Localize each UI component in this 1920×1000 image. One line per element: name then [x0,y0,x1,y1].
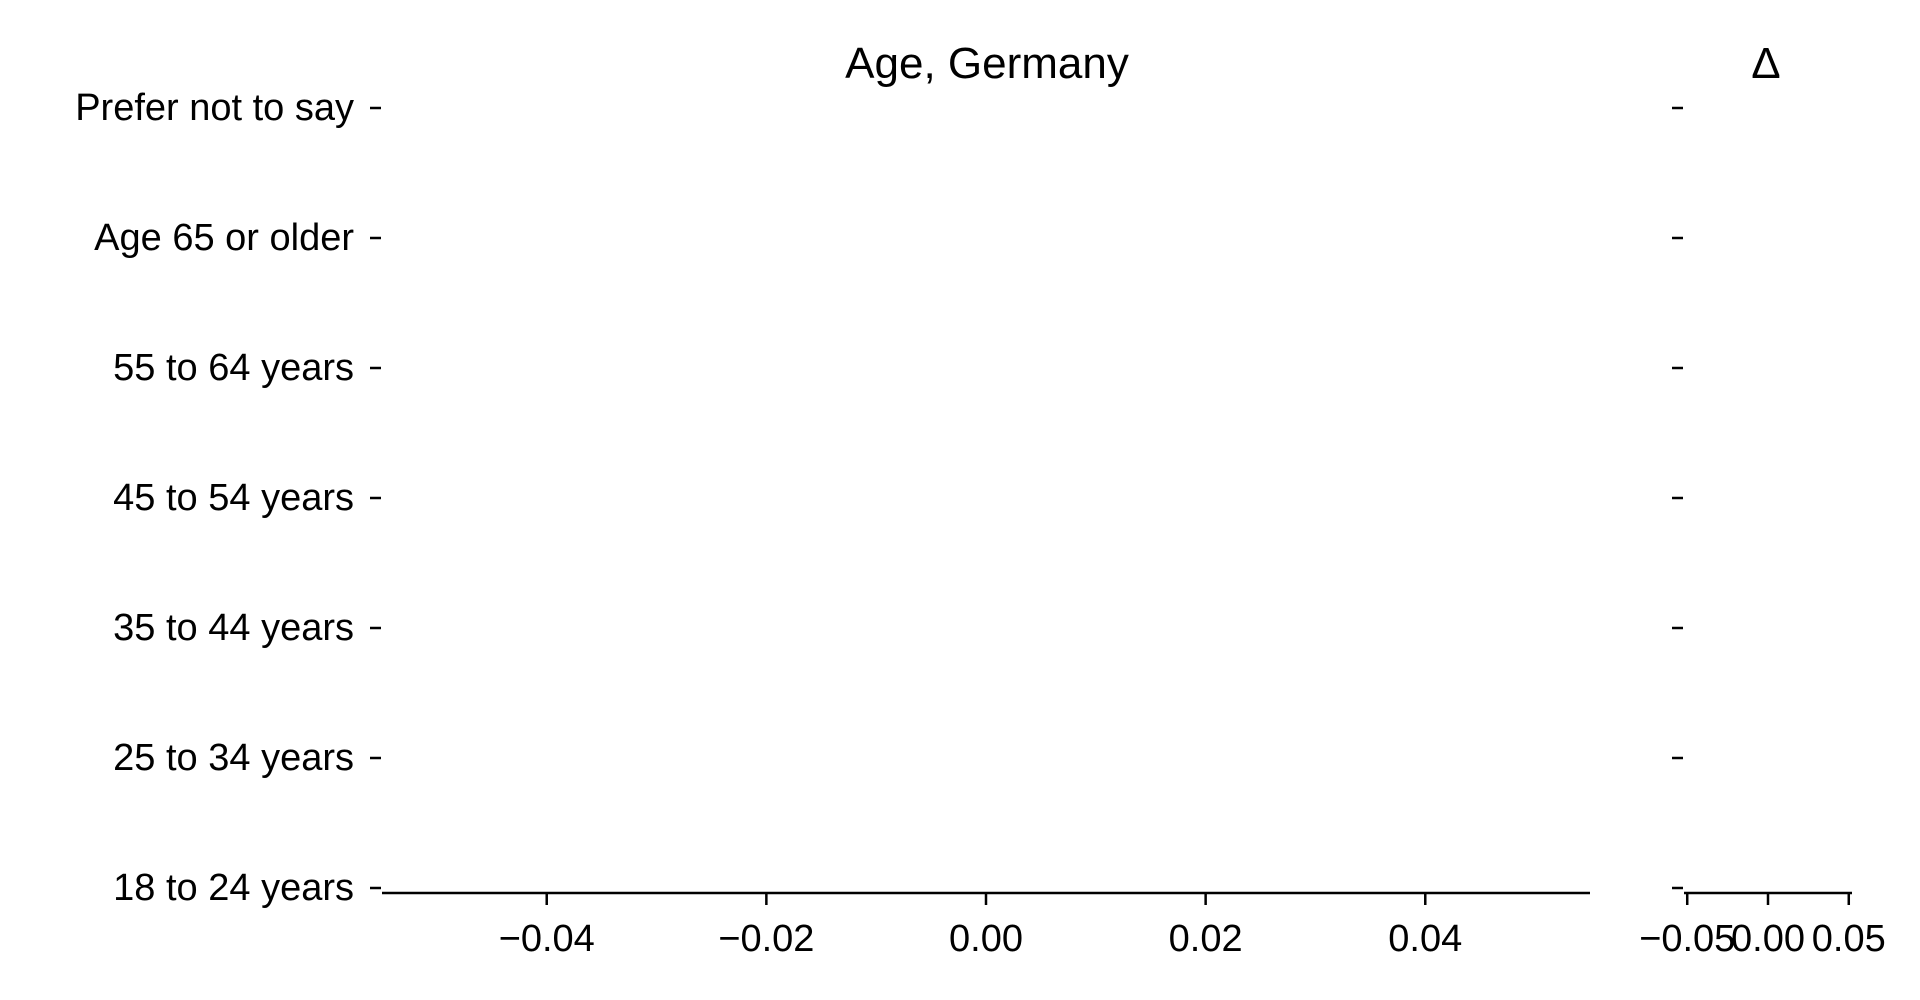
y-tick-label: 25 to 34 years [113,737,354,779]
main-x-tick-label: 0.00 [949,918,1023,960]
main-chart-title: Age, Germany [845,39,1129,88]
delta-x-tick-label: 0.05 [1812,918,1886,960]
main-axes: Prefer not to say Age 65 or older 55 to 64… [75,87,1590,960]
main-x-tick-label: −0.04 [499,918,595,960]
y-tick-label: 35 to 44 years [113,607,354,649]
main-x-tick-label: −0.02 [718,918,814,960]
main-x-tick-label: 0.04 [1388,918,1462,960]
delta-x-tick-label: 0.00 [1731,918,1805,960]
main-x-tick-label: 0.02 [1169,918,1243,960]
y-tick-label: 45 to 54 years [113,477,354,519]
y-tick-label: Age 65 or older [94,217,354,259]
y-tick-label: Prefer not to say [75,87,354,129]
delta-chart-title: Δ [1751,39,1780,88]
delta-axes: −0.050.00 0.05 [1639,106,1886,960]
y-tick-label: 18 to 24 years [113,867,354,909]
y-tick-label: 55 to 64 years [113,347,354,389]
delta-x-tick-label: −0.05 [1639,918,1735,960]
